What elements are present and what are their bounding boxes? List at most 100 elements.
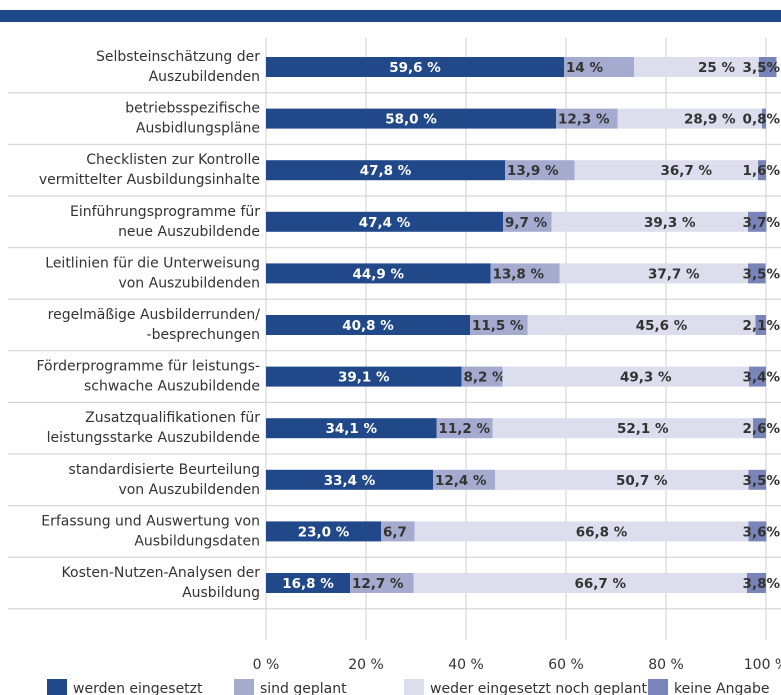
bar-segment [350,573,414,593]
bar-segment [266,211,503,232]
bar-segment [505,160,575,181]
value-label: 37,7 % [648,266,700,282]
x-tick-label: 100 % [744,657,781,673]
value-label: 3,7% [743,215,781,231]
bar-segment [381,521,415,542]
bar-segment [461,366,503,387]
value-label: 1,6% [743,163,781,179]
category-label: vermittelter Ausbildungsinhalte [39,172,260,188]
category-label: Kosten-Nutzen-Analysen der [62,565,261,581]
bar-segment [490,263,560,284]
category-label: Zusatzqualifikationen für [85,410,260,426]
x-tick-label: 60 % [548,657,584,673]
bar-segment [748,521,767,542]
x-tick-label: 40 % [448,657,484,673]
value-label: 39,3 % [644,215,696,231]
bar-segment [266,366,462,387]
bar-segment [436,418,493,439]
bar-segment [753,418,766,439]
bar-segment [266,469,433,490]
legend-swatch [404,679,424,695]
category-label: Ausbildung [182,585,260,601]
value-label: 25 % [698,60,735,76]
value-label: 2,1% [743,318,781,334]
bar-segment [755,315,766,335]
value-label: 44,9 % [352,266,404,282]
bar-segment [747,573,766,593]
bar-segment [559,263,748,284]
value-label: 49,3 % [620,370,672,386]
category-label: Auszubildenden [149,69,260,85]
value-label: 9,7 % [505,215,548,231]
value-label: 0,8% [743,112,781,128]
value-label: 66,8 % [576,524,628,540]
bar-segment [495,469,749,490]
bar-segment [556,108,618,129]
category-label: betriebsspezifische [125,101,260,117]
category-label: von Auszubildenden [118,275,260,291]
bar-segment [762,108,766,129]
bar-segment [414,521,749,542]
value-label: 13,8 % [493,266,545,282]
bar-segment [266,263,491,284]
bar-segment [564,57,634,77]
bar-segment [748,469,766,490]
bar-segment [574,160,758,181]
value-label: 12,4 % [435,473,487,489]
legend-label: sind geplant [260,681,347,695]
header-bar [0,10,781,22]
value-label: 8,2 % [464,370,507,386]
value-label: 12,3 % [558,112,610,128]
bar-segment [413,573,747,593]
value-label: 28,9 % [684,112,736,128]
bar-segment [266,315,470,335]
value-label: 3,5% [743,266,781,282]
bar-segment [266,573,350,593]
category-label: regelmäßige Ausbilderrunden/ [48,307,261,323]
legend-swatch [47,679,67,695]
value-label: 66,7 % [574,576,626,592]
legend-label: werden eingesetzt [73,681,203,695]
category-label: -besprechungen [147,327,260,343]
bar-segment [503,211,552,232]
bar-segment [527,315,756,335]
category-label: schwache Auszubildende [84,379,260,395]
category-label: Ausbildungsdaten [134,533,260,549]
legend-label: weder eingesetzt noch geplant [430,681,648,695]
value-label: 34,1 % [325,421,377,437]
category-label: Ausbidlungspläne [136,121,260,137]
value-label: 2,6% [743,421,781,437]
value-label: 3,8% [743,576,781,592]
value-label: 6,7 [383,524,407,540]
value-label: 47,4 % [359,215,411,231]
x-tick-label: 20 % [348,657,384,673]
x-tick-label: 80 % [648,657,684,673]
category-label: leistungsstarke Auszubildende [47,430,260,446]
bar-segment [492,418,753,439]
value-label: 58,0 % [385,112,437,128]
value-label: 11,5 % [472,318,524,334]
value-label: 39,1 % [338,370,390,386]
category-label: Erfassung und Auswertung von [41,513,260,529]
bar-segment [433,469,495,490]
bar-segment [266,160,505,181]
value-label: 3,5% [743,60,781,76]
bar-segment [758,160,766,181]
legend-swatch [234,679,254,695]
category-label: Checklisten zur Kontrolle [86,152,260,168]
bar-segment [266,418,437,439]
value-label: 33,4 % [324,473,376,489]
bar-segment [749,366,766,387]
value-label: 3,4% [743,370,781,386]
value-label: 50,7 % [616,473,668,489]
value-label: 3,5% [743,473,781,489]
bar-segment [634,57,759,77]
bar-segment [759,57,777,77]
category-label: Selbsteinschätzung der [96,49,260,65]
bar-segment [502,366,749,387]
category-label: Leitlinien für die Unterweisung [45,255,260,271]
bar-segment [617,108,762,129]
value-label: 3,6% [743,524,781,540]
bar-segment [470,315,528,335]
